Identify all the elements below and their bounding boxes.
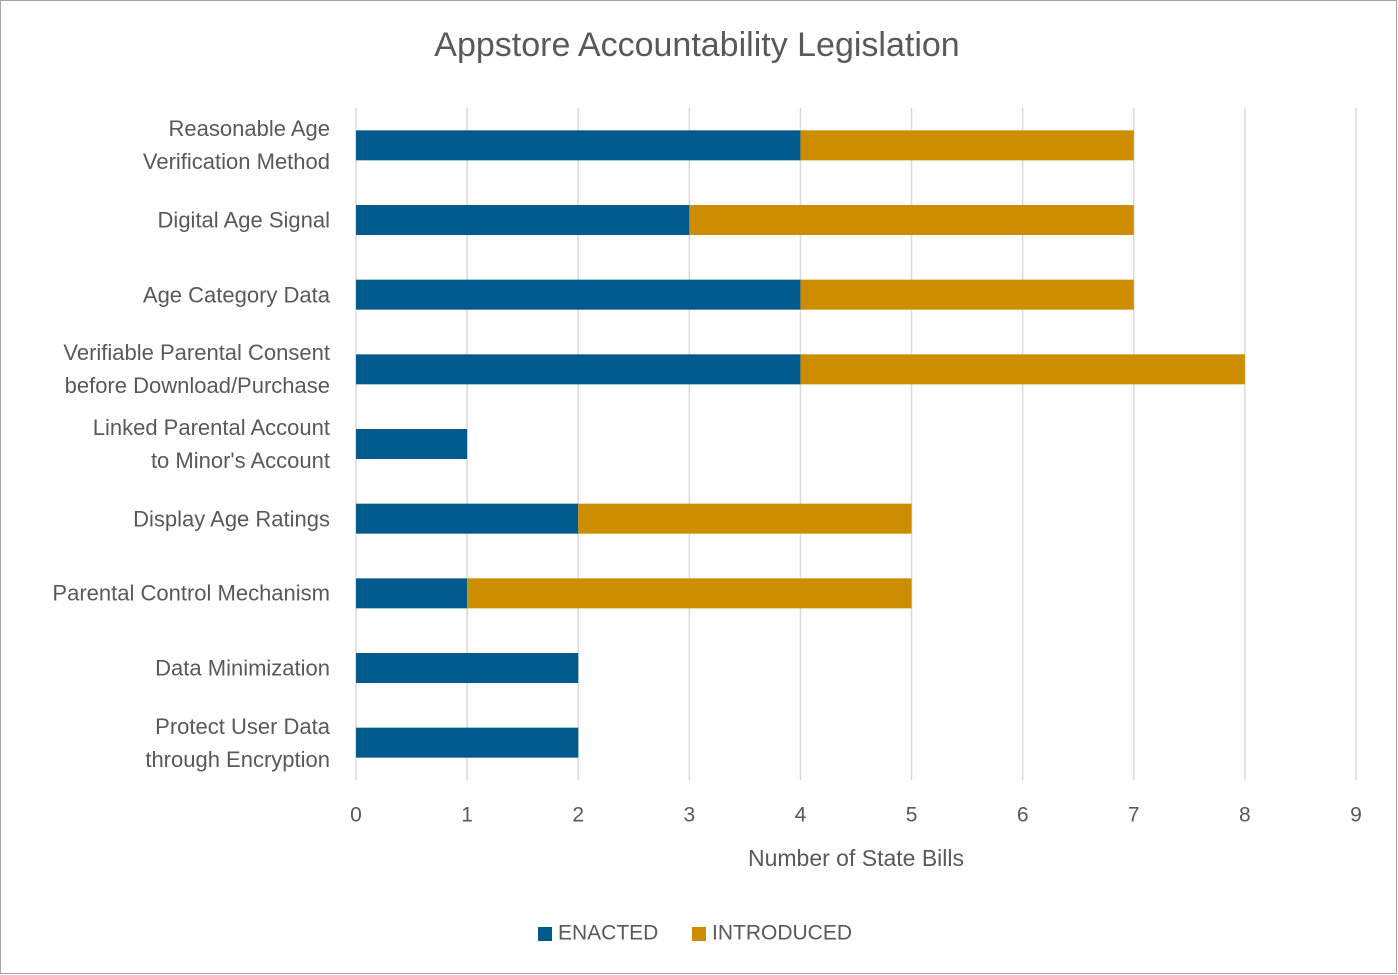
legend-swatch [692,927,706,941]
bar-segment [356,727,579,758]
bar-segment [356,279,801,310]
x-tick-label: 0 [350,804,362,827]
y-tick-label: Display Age Ratings [133,506,330,532]
bar-segment [467,578,912,609]
y-tick-label: Digital Age Signal [157,207,330,233]
bar-segment [356,653,579,683]
bar-segment [356,130,801,161]
x-tick-label: 3 [683,804,695,827]
x-tick-label: 6 [1017,804,1029,827]
bar-segment [356,503,579,534]
x-tick-label: 5 [906,804,918,827]
x-tick-label: 7 [1128,804,1140,827]
x-axis-title: Number of State Bills [748,845,964,871]
x-tick-label: 2 [572,804,584,827]
y-tick-label: Verifiable Parental Consent before Downl… [63,340,330,399]
y-tick-label: Data Minimization [155,655,330,681]
y-tick-label: Linked Parental Account to Minor's Accou… [92,415,330,473]
bar-segment [800,279,1134,310]
y-tick-label: Protect User Data through Encryption [145,713,330,772]
bar-segment [689,205,1134,235]
y-tick-label: Parental Control Mechanism [52,580,330,606]
bar-segment [800,130,1134,161]
bar-segment [356,354,801,385]
chart-title: Appstore Accountability Legislation [434,26,959,64]
y-tick-label: Reasonable Age Verification Method [142,116,330,175]
legend-label: INTRODUCED [712,922,852,945]
bar-segment [578,503,912,534]
x-tick-label: 9 [1350,804,1362,827]
y-tick-label: Age Category Data [142,282,330,308]
legend-label: ENACTED [558,922,658,945]
x-tick-label: 1 [461,804,473,827]
bar-segment [356,205,690,235]
bar-segment [356,429,468,459]
x-tick-label: 8 [1239,804,1251,827]
legend-swatch [538,927,552,941]
x-tick-label: 4 [795,804,807,827]
bar-segment [800,354,1245,385]
bar-segment [356,578,468,609]
